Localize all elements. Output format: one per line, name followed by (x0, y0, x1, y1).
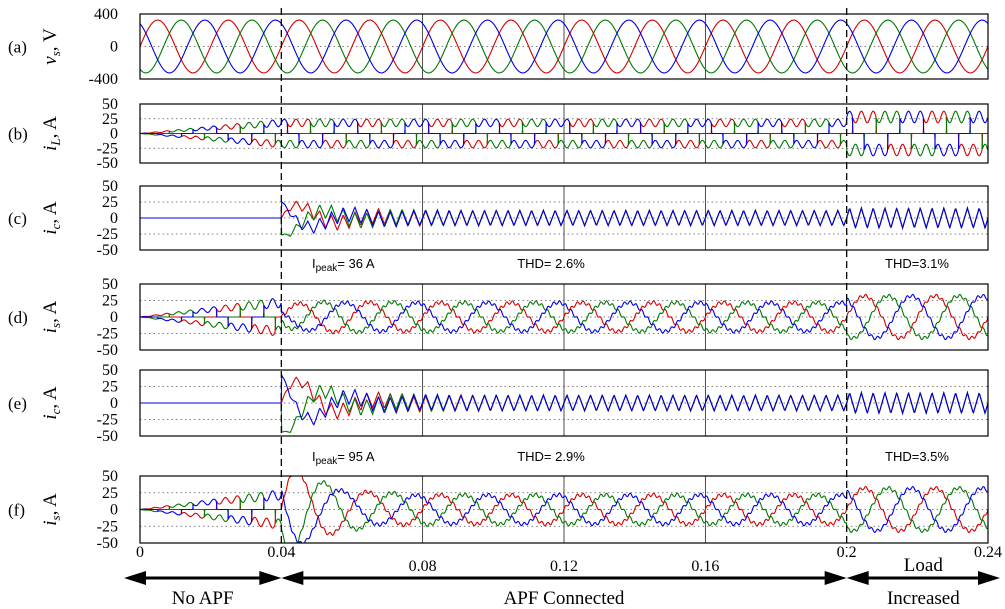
phase-label-line1: Load (904, 555, 944, 576)
x-tick-label: 0.16 (691, 558, 719, 575)
x-tick-label: 0.04 (267, 544, 295, 561)
panel-tag: (f) (8, 501, 25, 520)
y-tick-label: -25 (97, 412, 118, 429)
y-tick-label: -25 (97, 226, 118, 243)
y-axis-label: iL, A (40, 116, 63, 151)
y-tick-label: 50 (102, 178, 118, 195)
y-tick-label: 50 (102, 468, 118, 485)
y-tick-label: 25 (102, 485, 118, 502)
phase-label: APF Connected (504, 588, 625, 609)
y-tick-label: 400 (94, 6, 118, 23)
annotation-row: Ipeak= 36 A THD= 2.6% THD=3.1% (312, 256, 949, 274)
x-axis: 0 0.04 0.08 0.12 0.16 0.2 0.24 (136, 544, 1002, 575)
y-tick-label: 50 (102, 276, 118, 293)
phase-bar: No APF APF Connected Load Increased (124, 555, 1000, 609)
x-tick-label: 0 (136, 544, 144, 561)
phase-arrow (124, 571, 282, 585)
thd-label: THD=3.5% (885, 449, 949, 464)
y-tick-label: -25 (97, 326, 118, 343)
plot-frame (139, 13, 989, 80)
ipeak-label: Ipeak= 95 A (312, 449, 375, 467)
annotation-row: Ipeak= 95 A THD= 2.9% THD=3.5% (312, 449, 949, 467)
y-tick-label: -25 (97, 140, 118, 157)
ipeak-label: Ipeak= 36 A (312, 256, 375, 274)
thd-label: THD= 2.9% (517, 449, 585, 464)
phase-label: No APF (172, 588, 234, 609)
y-tick-label: 0 (110, 39, 118, 56)
y-tick-label: 0 (110, 502, 118, 519)
y-tick-label: -400 (89, 71, 118, 88)
x-tick-label: 0.08 (409, 558, 437, 575)
phase-arrow (846, 571, 1000, 585)
y-tick-label: -50 (97, 242, 118, 259)
y-tick-label: 0 (110, 395, 118, 412)
phase-label-line2: Increased (887, 588, 960, 609)
x-tick-label: 0.12 (550, 558, 578, 575)
y-tick-label: 0 (110, 126, 118, 143)
y-tick-label: 25 (102, 293, 118, 310)
panel-tag: (e) (8, 394, 27, 413)
panel-tag: (b) (8, 125, 28, 144)
y-tick-label: -50 (97, 535, 118, 552)
panel-1: 400 0 -400 (a) vs, V (8, 6, 989, 88)
x-tick-label: 0.2 (837, 544, 857, 561)
plot-frame (139, 185, 989, 251)
y-axis-label: ic, A (40, 201, 63, 235)
y-tick-label: 50 (102, 362, 118, 379)
y-tick-label: -25 (97, 518, 118, 535)
panel-tag: (c) (8, 209, 27, 228)
y-tick-label: 0 (110, 210, 118, 227)
panel-tag: (a) (8, 38, 27, 57)
panel-tag: (d) (8, 308, 28, 327)
y-tick-label: 25 (102, 111, 118, 128)
annotations-group: Ipeak= 36 A THD= 2.6% THD=3.1% Ipeak= 95 A T… (312, 256, 949, 467)
phase-arrow (281, 571, 847, 585)
y-tick-label: 25 (102, 194, 118, 211)
y-axis-label: vs, V (40, 28, 63, 65)
y-axis-label: is, A (40, 493, 63, 526)
thd-label: THD=3.1% (885, 256, 949, 271)
thd-label: THD= 2.6% (517, 256, 585, 271)
y-axis-label: is, A (40, 300, 63, 333)
y-axis-label: ic, A (40, 386, 63, 420)
plot-frame (139, 369, 989, 437)
y-tick-label: 0 (110, 309, 118, 326)
y-tick-label: -50 (97, 428, 118, 445)
y-tick-label: 50 (102, 96, 118, 113)
plot-frame (139, 475, 989, 544)
y-tick-label: -50 (97, 342, 118, 359)
plot-frame (139, 283, 989, 351)
y-tick-label: -50 (97, 155, 118, 172)
plot-frame (139, 103, 989, 164)
y-tick-label: 25 (102, 379, 118, 396)
x-tick-label: 0.24 (974, 544, 1002, 561)
